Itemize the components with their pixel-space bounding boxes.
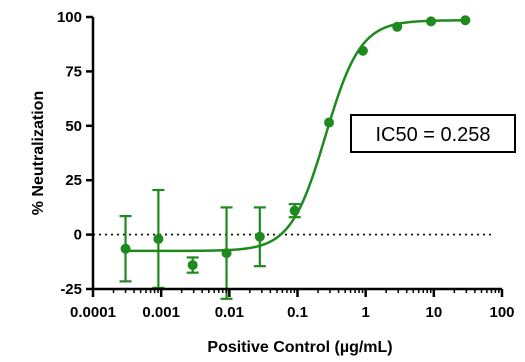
- y-tick-label: 0: [74, 227, 82, 244]
- data-point: [187, 260, 198, 271]
- x-tick-label: 0.001: [142, 304, 180, 321]
- data-point: [254, 231, 265, 242]
- x-tick-label: 0.01: [215, 304, 244, 321]
- ic50-annotation: IC50 = 0.258: [350, 114, 516, 153]
- x-tick-label: 0.1: [287, 304, 308, 321]
- y-ticks: -25 0 25 50 75 100: [57, 9, 93, 298]
- ic50-annotation-box: [350, 114, 516, 153]
- y-tick-label: 75: [65, 63, 82, 80]
- x-ticks: 0.0001 0.001 0.01 0.1 1 10 100: [70, 289, 515, 321]
- y-tick-label: -25: [60, 281, 82, 298]
- x-tick-label: 100: [489, 304, 514, 321]
- data-point: [357, 45, 368, 56]
- y-tick-label: 50: [65, 118, 82, 135]
- x-axis-title: Positive Control (µg/mL): [207, 339, 392, 356]
- data-point: [153, 233, 164, 244]
- data-point: [460, 15, 471, 26]
- x-tick-label: 0.0001: [70, 304, 116, 321]
- x-tick-label: 10: [425, 304, 442, 321]
- y-axis-title: % Neutralization: [30, 91, 47, 215]
- y-tick-label: 100: [57, 9, 82, 26]
- data-points: [120, 15, 471, 271]
- data-point: [426, 16, 437, 27]
- data-point: [221, 248, 232, 259]
- data-point: [289, 205, 300, 216]
- ic50-annotation-text: IC50 = 0.258: [375, 124, 490, 146]
- data-point: [392, 21, 403, 32]
- error-bars: [119, 188, 301, 300]
- y-tick-label: 25: [65, 172, 82, 189]
- data-point: [324, 117, 335, 128]
- data-point: [120, 243, 131, 254]
- x-tick-label: 1: [361, 304, 369, 321]
